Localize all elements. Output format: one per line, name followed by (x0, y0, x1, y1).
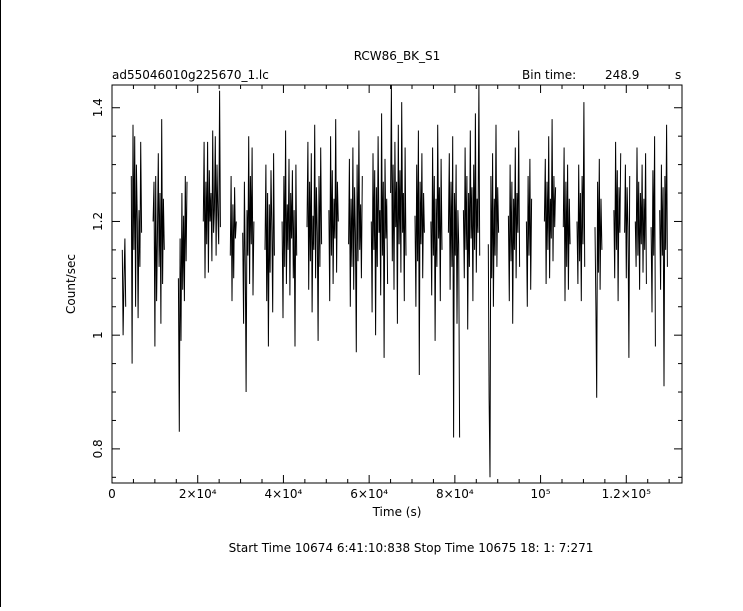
series-0-segment-14 (414, 130, 425, 376)
x-axis-label: Time (s) (372, 505, 422, 519)
series-0-segment-8 (281, 130, 298, 347)
x-tick-label-4: 8×10⁴ (436, 487, 474, 501)
x-tick-label-2: 4×10⁴ (265, 487, 303, 501)
series-0-segment-1 (130, 124, 143, 364)
data-series (121, 84, 668, 478)
y-tick-label-3: 1.4 (91, 98, 105, 117)
series-0-segment-29 (659, 124, 668, 387)
series-0-segment-28 (650, 136, 656, 347)
axis-ticks: 0 2×10⁴ 4×10⁴ 6×10⁴ 8×10⁴ 10⁵ 1.2×10⁵ 0.8 1 1.2 1.… (91, 85, 682, 501)
y-tick-label-2: 1.2 (91, 212, 105, 231)
series-0-segment-24 (594, 158, 603, 398)
series-0-segment-27 (634, 147, 647, 290)
series-0-segment-13 (390, 84, 407, 324)
series-0-segment-6 (242, 136, 255, 393)
series-0-segment-5 (229, 175, 237, 302)
series-0-segment-10 (328, 119, 339, 302)
lightcurve-filename: ad55046010g225670_1.lc (112, 68, 269, 82)
series-0-segment-21 (543, 119, 557, 285)
bin-time-label: Bin time: (522, 68, 576, 82)
series-0-segment-0 (121, 238, 127, 336)
bin-time-unit: s (675, 68, 681, 82)
series-0-segment-26 (624, 164, 631, 358)
x-tick-label-3: 6×10⁴ (350, 487, 388, 501)
series-0-segment-22 (562, 147, 571, 302)
series-0-segment-23 (576, 102, 586, 302)
series-0-segment-17 (462, 84, 481, 330)
series-0-segment-4 (202, 90, 221, 279)
series-0-segment-25 (613, 141, 622, 302)
x-tick-label-1: 2×10⁴ (179, 487, 217, 501)
series-0-segment-2 (152, 119, 165, 347)
x-tick-label-6: 1.2×10⁵ (602, 487, 651, 501)
series-0-segment-12 (370, 113, 389, 358)
series-0-segment-20 (525, 158, 533, 307)
plot-frame (111, 84, 683, 484)
chart-title: RCW86_BK_S1 (354, 49, 441, 63)
bin-time-value: 248.9 (605, 68, 639, 82)
series-0-segment-11 (348, 130, 363, 353)
series-0-segment-3 (177, 175, 188, 432)
y-tick-label-1: 1 (91, 331, 105, 339)
series-0-segment-15 (430, 124, 443, 341)
x-tick-label-0: 0 (108, 487, 116, 501)
y-axis-label: Count/sec (64, 254, 78, 314)
x-tick-label-5: 10⁵ (531, 487, 551, 501)
footer-times: Start Time 10674 6:41:10:838 Stop Time 1… (229, 541, 594, 555)
series-0-segment-19 (507, 130, 521, 324)
series-0-segment-18 (487, 124, 500, 478)
y-tick-label-0: 0.8 (91, 439, 105, 458)
series-0-segment-9 (306, 124, 323, 341)
series-0-segment-7 (264, 153, 275, 347)
series-0-segment-16 (447, 136, 461, 438)
